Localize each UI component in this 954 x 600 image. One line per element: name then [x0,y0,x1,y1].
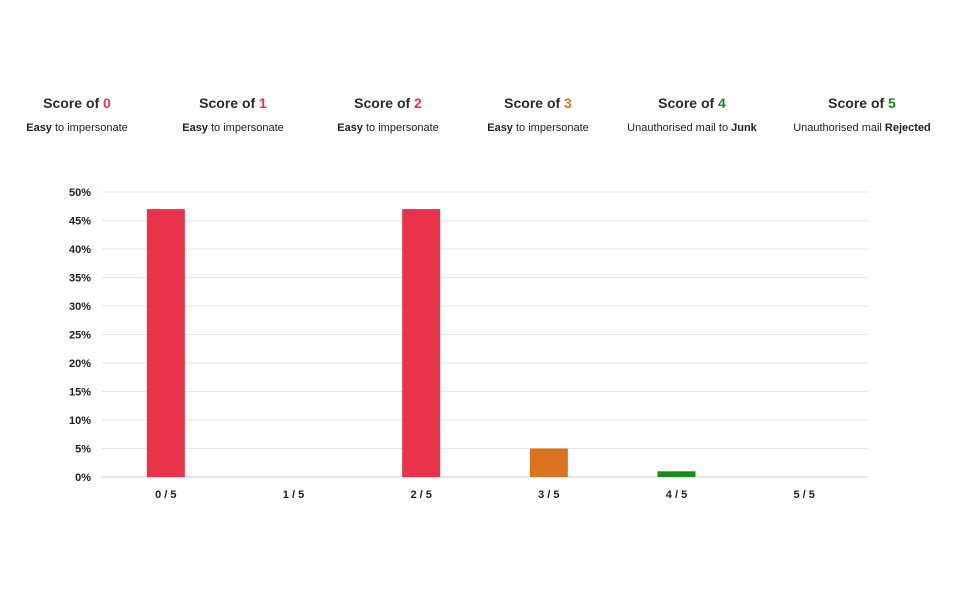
y-tick-label: 35% [69,273,91,285]
score-prefix: Score of [199,95,260,111]
y-tick-label: 50% [69,187,91,199]
score-description-part: Junk [731,122,757,134]
gridlines [102,191,868,478]
score-title: Score of 4 [612,93,772,113]
score-description-part: Easy [26,122,52,134]
score-title: Score of 3 [458,93,618,113]
score-5-column: Score of 5 Unauthorised mail Rejected [782,90,942,135]
score-description-part: to impersonate [512,122,589,134]
score-description-part: to impersonate [207,122,284,134]
y-tick-label: 45% [69,216,91,228]
bar-0 [146,209,185,477]
score-description: Easy to impersonate [458,121,618,135]
score-description-part: Rejected [884,122,931,134]
x-tick-label: 2 / 5 [410,489,431,501]
y-tick-label: 20% [69,358,91,370]
x-tick-labels: 0 / 5 1 / 5 2 / 5 3 / 5 4 / 5 5 / 5 [155,489,815,501]
bars [146,209,696,477]
score-title: Score of 5 [782,93,942,113]
y-tick-label: 25% [69,330,91,342]
score-description-part: to impersonate [362,122,439,134]
score-prefix: Score of [354,95,415,111]
score-prefix: Score of [828,95,889,111]
y-tick-label: 15% [69,387,91,399]
y-tick-labels: 0% 5% 10% 15% 20% 25% 30% 35% 40% 45% 50% [69,187,91,484]
score-description-part: Easy [182,122,208,134]
x-tick-label: 3 / 5 [538,489,559,501]
score-1-column: Score of 1 Easy to impersonate [153,90,313,135]
score-number: 4 [718,95,726,111]
x-tick-label: 0 / 5 [155,489,176,501]
bar-2 [402,209,441,477]
x-tick-label: 5 / 5 [793,489,814,501]
score-description: Easy to impersonate [0,121,157,135]
score-description: Easy to impersonate [153,121,313,135]
score-number: 1 [259,95,267,111]
score-title: Score of 1 [153,93,313,113]
score-description-part: Unauthorised mail [793,122,885,134]
score-description-part: Easy [487,122,513,134]
score-prefix: Score of [504,95,565,111]
score-description: Unauthorised mail to Junk [612,121,772,135]
x-tick-label: 4 / 5 [666,489,687,501]
score-description-part: Easy [337,122,363,134]
x-tick-label: 1 / 5 [283,489,304,501]
score-3-column: Score of 3 Easy to impersonate [458,90,618,135]
score-number: 5 [888,95,896,111]
score-2-column: Score of 2 Easy to impersonate [308,90,468,135]
y-tick-label: 5% [75,444,91,456]
y-tick-label: 30% [69,301,91,313]
score-description-part: to impersonate [51,122,128,134]
score-number: 0 [103,95,111,111]
y-tick-label: 0% [75,472,91,484]
y-tick-label: 40% [69,244,91,256]
score-0-column: Score of 0 Easy to impersonate [0,90,157,135]
bar-3 [529,448,568,477]
score-title: Score of 0 [0,93,157,113]
bar-4 [657,471,696,477]
score-prefix: Score of [658,95,719,111]
score-legend-header: Score of 0 Easy to impersonate Score of 1 E… [0,90,954,150]
score-description-part: Unauthorised mail to [627,122,732,134]
score-prefix: Score of [43,95,104,111]
score-title: Score of 2 [308,93,468,113]
score-number: 3 [564,95,572,111]
y-tick-label: 10% [69,415,91,427]
score-description: Unauthorised mail Rejected [782,121,942,135]
score-4-column: Score of 4 Unauthorised mail to Junk [612,90,772,135]
score-number: 2 [414,95,422,111]
score-description: Easy to impersonate [308,121,468,135]
